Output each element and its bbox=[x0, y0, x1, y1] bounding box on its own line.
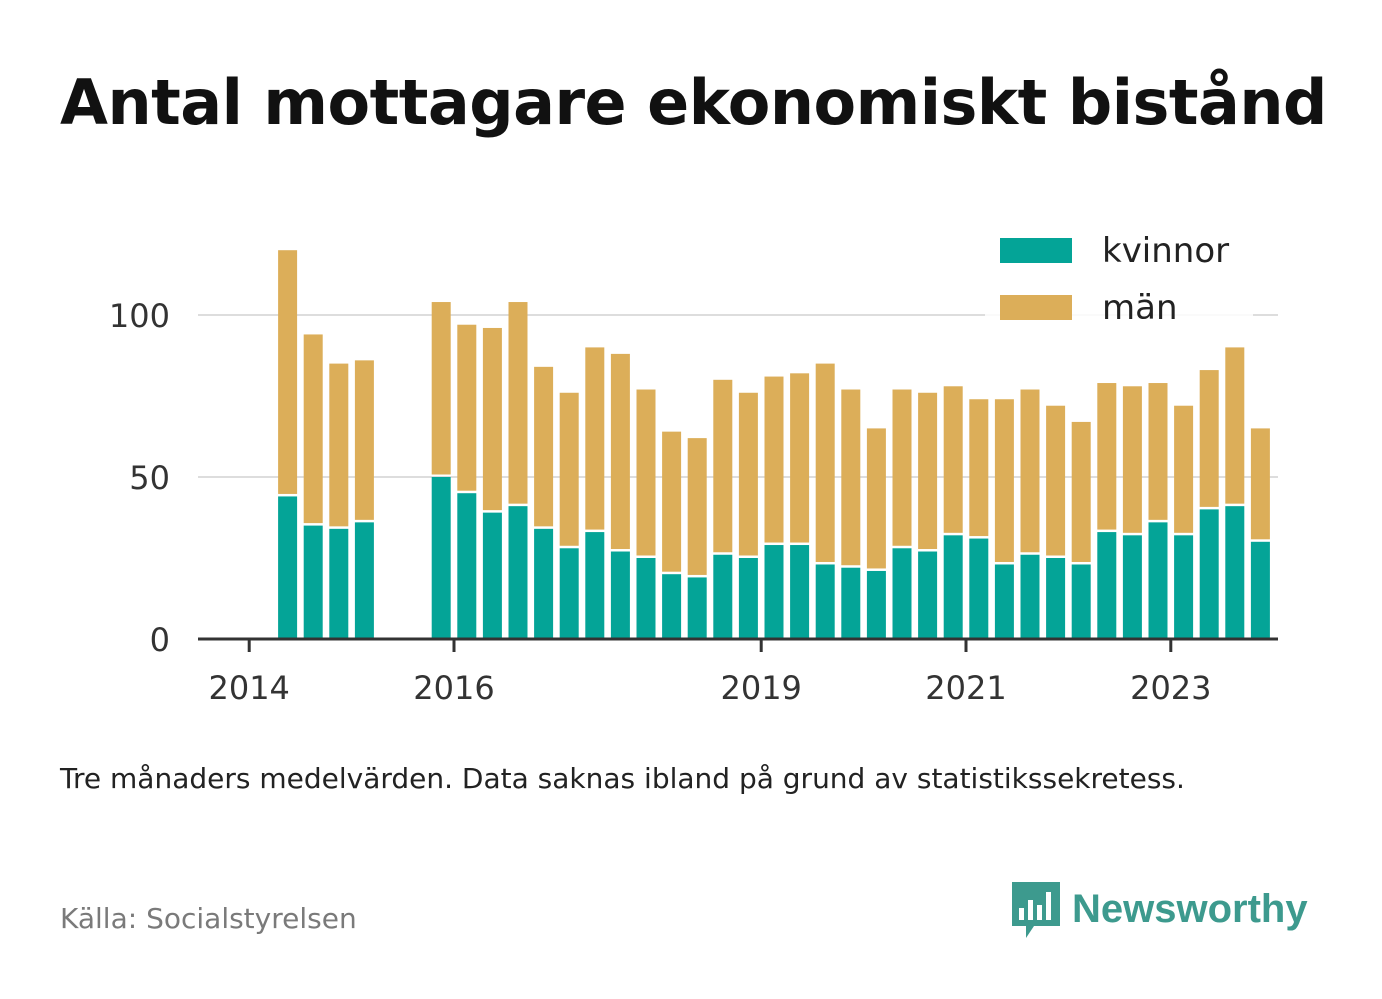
bar-kvinnor bbox=[610, 551, 630, 639]
bar-man bbox=[969, 399, 989, 537]
bar-man bbox=[1148, 383, 1168, 520]
bar-kvinnor bbox=[329, 528, 349, 639]
bar-kvinnor bbox=[841, 567, 861, 639]
bar-kvinnor bbox=[918, 551, 938, 639]
bar-kvinnor bbox=[1250, 541, 1270, 639]
bar-kvinnor bbox=[866, 570, 886, 639]
bar-kvinnor bbox=[1225, 506, 1245, 639]
bar-kvinnor bbox=[662, 574, 682, 639]
x-tick-label: 2016 bbox=[413, 669, 494, 707]
legend-label-man: män bbox=[1102, 288, 1178, 328]
bar-man bbox=[585, 347, 605, 530]
bar-man bbox=[994, 399, 1014, 562]
source-label: Källa: Socialstyrelsen bbox=[60, 902, 357, 935]
bar-kvinnor bbox=[1046, 558, 1066, 639]
bar-man bbox=[329, 363, 349, 527]
chart-note: Tre månaders medelvärden. Data saknas ib… bbox=[60, 762, 1185, 795]
bar-man bbox=[610, 353, 630, 550]
bar-man bbox=[866, 428, 886, 569]
bar-kvinnor bbox=[1174, 535, 1194, 639]
bar-kvinnor bbox=[508, 506, 528, 639]
bar-kvinnor bbox=[943, 535, 963, 639]
bar-man bbox=[354, 360, 374, 520]
x-tick-label: 2019 bbox=[720, 669, 801, 707]
bar-man bbox=[918, 392, 938, 550]
bar-kvinnor bbox=[790, 545, 810, 639]
bar-man bbox=[508, 302, 528, 504]
y-tick-label: 50 bbox=[129, 459, 170, 497]
bar-kvinnor bbox=[457, 493, 477, 639]
y-axis-ticks: 0 50 100 bbox=[109, 297, 170, 659]
bar-man bbox=[482, 327, 502, 511]
bar-man bbox=[1199, 370, 1219, 507]
bar-man bbox=[1097, 383, 1117, 530]
bars bbox=[278, 250, 1270, 639]
bar-kvinnor bbox=[1097, 532, 1117, 639]
bar-man bbox=[662, 431, 682, 572]
legend-swatch-man bbox=[1000, 295, 1072, 320]
bar-kvinnor bbox=[1148, 522, 1168, 639]
bar-man bbox=[815, 363, 835, 562]
bar-man bbox=[738, 392, 758, 556]
bar-kvinnor bbox=[559, 548, 579, 639]
bar-man bbox=[892, 389, 912, 546]
bar-kvinnor bbox=[713, 554, 733, 639]
bar-kvinnor bbox=[303, 525, 323, 639]
bar-kvinnor bbox=[969, 538, 989, 639]
legend-swatch-kvinnor bbox=[1000, 238, 1072, 263]
bar-kvinnor bbox=[1020, 554, 1040, 639]
y-tick-label: 100 bbox=[109, 297, 170, 335]
bar-kvinnor bbox=[815, 564, 835, 639]
bar-kvinnor bbox=[278, 496, 298, 639]
bar-kvinnor bbox=[892, 548, 912, 639]
x-axis-ticks: 2014 2016 2019 2021 2023 bbox=[208, 639, 1212, 707]
bar-kvinnor bbox=[687, 577, 707, 639]
bar-man bbox=[943, 386, 963, 533]
bar-man bbox=[636, 389, 656, 556]
bar-man bbox=[713, 379, 733, 553]
bar-man bbox=[431, 302, 451, 475]
bar-kvinnor bbox=[636, 558, 656, 639]
stacked-bar-chart: 0 50 100 2014 2016 2019 2021 2023 kvinnor män bbox=[108, 225, 1278, 707]
bar-man bbox=[1174, 405, 1194, 533]
bar-man bbox=[303, 334, 323, 524]
bar-kvinnor bbox=[1071, 564, 1091, 639]
bar-kvinnor bbox=[738, 558, 758, 639]
bar-kvinnor bbox=[585, 532, 605, 639]
bar-man bbox=[457, 324, 477, 491]
bar-kvinnor bbox=[994, 564, 1014, 639]
bar-man bbox=[1225, 347, 1245, 504]
x-tick-label: 2023 bbox=[1130, 669, 1211, 707]
bar-man bbox=[1020, 389, 1040, 553]
bar-man bbox=[790, 373, 810, 543]
bar-man bbox=[1071, 421, 1091, 562]
legend: kvinnor män bbox=[985, 225, 1253, 328]
chart-title: Antal mottagare ekonomiskt bistånd bbox=[60, 66, 1327, 139]
bar-kvinnor bbox=[1122, 535, 1142, 639]
bar-kvinnor bbox=[1199, 509, 1219, 639]
bar-man bbox=[1122, 386, 1142, 533]
bar-kvinnor bbox=[354, 522, 374, 639]
x-tick-label: 2014 bbox=[208, 669, 289, 707]
bar-man bbox=[278, 250, 298, 494]
bar-man bbox=[1250, 428, 1270, 540]
newsworthy-icon bbox=[1012, 882, 1060, 938]
bar-kvinnor bbox=[764, 545, 784, 639]
bar-man bbox=[764, 376, 784, 543]
legend-label-kvinnor: kvinnor bbox=[1102, 231, 1229, 271]
bar-man bbox=[559, 392, 579, 546]
y-tick-label: 0 bbox=[150, 621, 170, 659]
bar-kvinnor bbox=[482, 512, 502, 639]
bar-kvinnor bbox=[534, 528, 554, 639]
newsworthy-logo: Newsworthy bbox=[1010, 878, 1308, 940]
bar-man bbox=[534, 366, 554, 527]
bar-man bbox=[1046, 405, 1066, 556]
x-tick-label: 2021 bbox=[925, 669, 1006, 707]
bar-man bbox=[687, 438, 707, 575]
bar-man bbox=[841, 389, 861, 566]
brand-name: Newsworthy bbox=[1072, 886, 1308, 931]
bar-kvinnor bbox=[431, 477, 451, 639]
